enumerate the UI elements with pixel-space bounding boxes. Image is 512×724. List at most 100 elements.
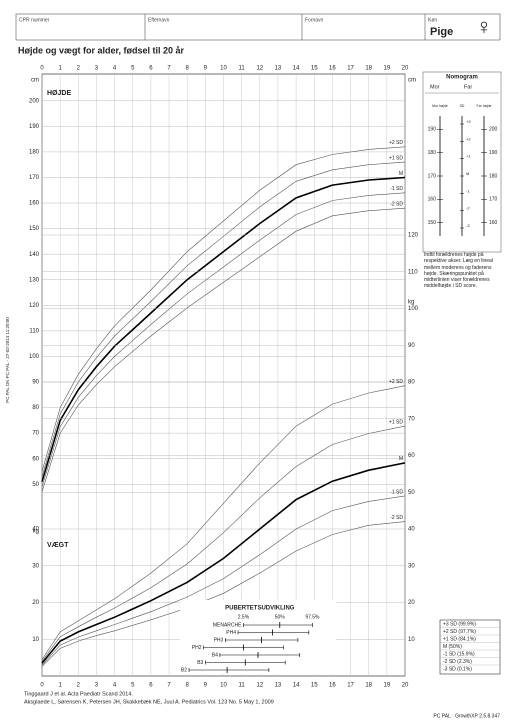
nomogram-tick-label: 190	[489, 150, 498, 156]
x-tick-label: 9	[204, 683, 208, 689]
nomogram-tick-label: 160	[489, 220, 498, 226]
x-tick-label: 8	[186, 683, 190, 689]
curve	[41, 192, 406, 487]
x-tick-label: 4	[113, 683, 117, 689]
y-tick-label: 130	[29, 277, 40, 283]
x-tick-label: 15	[311, 683, 318, 689]
side-text: PC PAL DK-PC PAL - 27-02-2014 11:20:00	[5, 317, 10, 403]
nomogram-tick-label: 170	[489, 197, 498, 203]
curve	[41, 176, 406, 482]
y-tick-label: 120	[408, 233, 419, 239]
row-label: B4	[212, 652, 218, 658]
curve	[41, 495, 406, 666]
curve-label: -1 SD	[390, 186, 403, 192]
sex-symbol: ♀	[476, 14, 493, 39]
x-tick-label: 3	[95, 66, 99, 72]
x-tick-label: 0	[40, 66, 44, 72]
row-label: MENARCHE	[213, 622, 242, 628]
axis-unit: cm	[408, 78, 416, 84]
curve-label: M	[399, 171, 403, 177]
x-tick-label: 15	[311, 66, 318, 72]
x-tick-label: 18	[365, 66, 372, 72]
field-label: Fornavn	[305, 17, 324, 23]
curve-label: +2 SD	[389, 140, 403, 146]
nomogram-tick-label: +3	[466, 119, 471, 124]
x-tick-label: 14	[293, 66, 300, 72]
x-tick-label: 12	[256, 683, 263, 689]
nomogram-title: Nomogram	[446, 75, 478, 81]
x-tick-label: 5	[131, 683, 135, 689]
x-tick-label: 19	[384, 66, 391, 72]
curve	[41, 462, 406, 664]
row-label: B2	[181, 667, 187, 673]
field-label: CPR nummer	[19, 17, 50, 23]
y-tick-label: 40	[408, 527, 415, 533]
y-tick-label: 180	[29, 149, 40, 155]
x-tick-label: 16	[329, 66, 336, 72]
curve-label: M	[399, 456, 403, 462]
header-box	[15, 13, 501, 41]
row-label: PH3	[214, 637, 224, 643]
curve	[41, 425, 406, 662]
axis-unit: cm	[31, 78, 39, 84]
x-tick-label: 5	[131, 66, 135, 72]
nomogram-text: Indtil forældrenes højde på respektive a…	[424, 252, 493, 290]
axis-unit: kg	[408, 300, 414, 306]
x-tick-label: 6	[149, 66, 153, 72]
curve-label: +2 SD	[389, 379, 403, 385]
section-label: HØJDE	[47, 90, 71, 97]
x-tick-label: 12	[256, 66, 263, 72]
x-tick-label: 14	[293, 683, 300, 689]
row-label: PH4	[226, 630, 236, 636]
x-tick-label: 7	[167, 683, 171, 689]
y-tick-label: 70	[32, 431, 39, 437]
nomogram-axis: Far højde	[477, 104, 492, 108]
nomogram-label: Mor	[430, 84, 440, 90]
axis-unit: kg	[33, 529, 39, 535]
reference: Aksglaede L, Sørensen K, Petersen JH, Sk…	[24, 699, 274, 705]
puberty-box	[179, 600, 337, 674]
y-tick-label: 40	[32, 527, 39, 533]
curve	[41, 146, 406, 472]
y-tick-label: 30	[32, 563, 39, 569]
row-label: B3	[197, 660, 203, 666]
x-tick-label: 11	[239, 683, 246, 689]
y-tick-label: 120	[29, 303, 40, 309]
y-tick-label: 100	[29, 354, 40, 360]
y-tick-label: 200	[29, 98, 40, 104]
x-tick-label: 13	[275, 683, 282, 689]
nomogram-tick-label: -2	[466, 206, 470, 211]
software: PC PAL · GrowthXP 2.5.8.347	[433, 713, 500, 719]
x-tick-label: 4	[113, 66, 117, 72]
puberty-title: PUBERTETSUDVIKLING	[225, 606, 295, 612]
curve-label: -1 SD	[390, 489, 403, 495]
y-tick-label: 150	[29, 226, 40, 232]
sd-legend-entry: +1 SD (84.1%)	[443, 636, 476, 642]
field-label: Køn	[428, 17, 437, 23]
curve-label: +1 SD	[389, 419, 403, 425]
nomogram-tick-label: 190	[428, 127, 437, 133]
sd-legend-entry: +2 SD (97.7%)	[443, 629, 476, 635]
sd-legend-entry: -3 SD (0.1%)	[443, 666, 472, 672]
nomogram-axis: SD	[460, 104, 465, 108]
percent-label: 97.5%	[305, 614, 320, 620]
x-tick-label: 10	[220, 66, 227, 72]
y-tick-label: 70	[408, 416, 415, 422]
nomogram-tick-label: 180	[489, 173, 498, 179]
percent-label: 2.5%	[238, 614, 250, 620]
y-tick-label: 50	[32, 482, 39, 488]
x-tick-label: 19	[384, 683, 391, 689]
curve-label: -2 SD	[390, 201, 403, 207]
sd-legend-entry: -2 SD (2.3%)	[443, 659, 472, 665]
x-tick-label: 3	[95, 683, 99, 689]
nomogram-note: Indtil forældrenes højde på respektive a…	[424, 252, 493, 290]
sex-value: Pige	[430, 26, 453, 38]
section-label: VÆGT	[47, 542, 69, 549]
x-tick-label: 8	[186, 66, 190, 72]
x-tick-label: 6	[149, 683, 153, 689]
nomogram-tick-label: 160	[428, 197, 437, 203]
x-tick-label: 7	[167, 66, 171, 72]
y-tick-label: 190	[29, 124, 40, 130]
x-tick-label: 10	[220, 683, 227, 689]
nomogram-tick-label: 200	[489, 127, 498, 133]
